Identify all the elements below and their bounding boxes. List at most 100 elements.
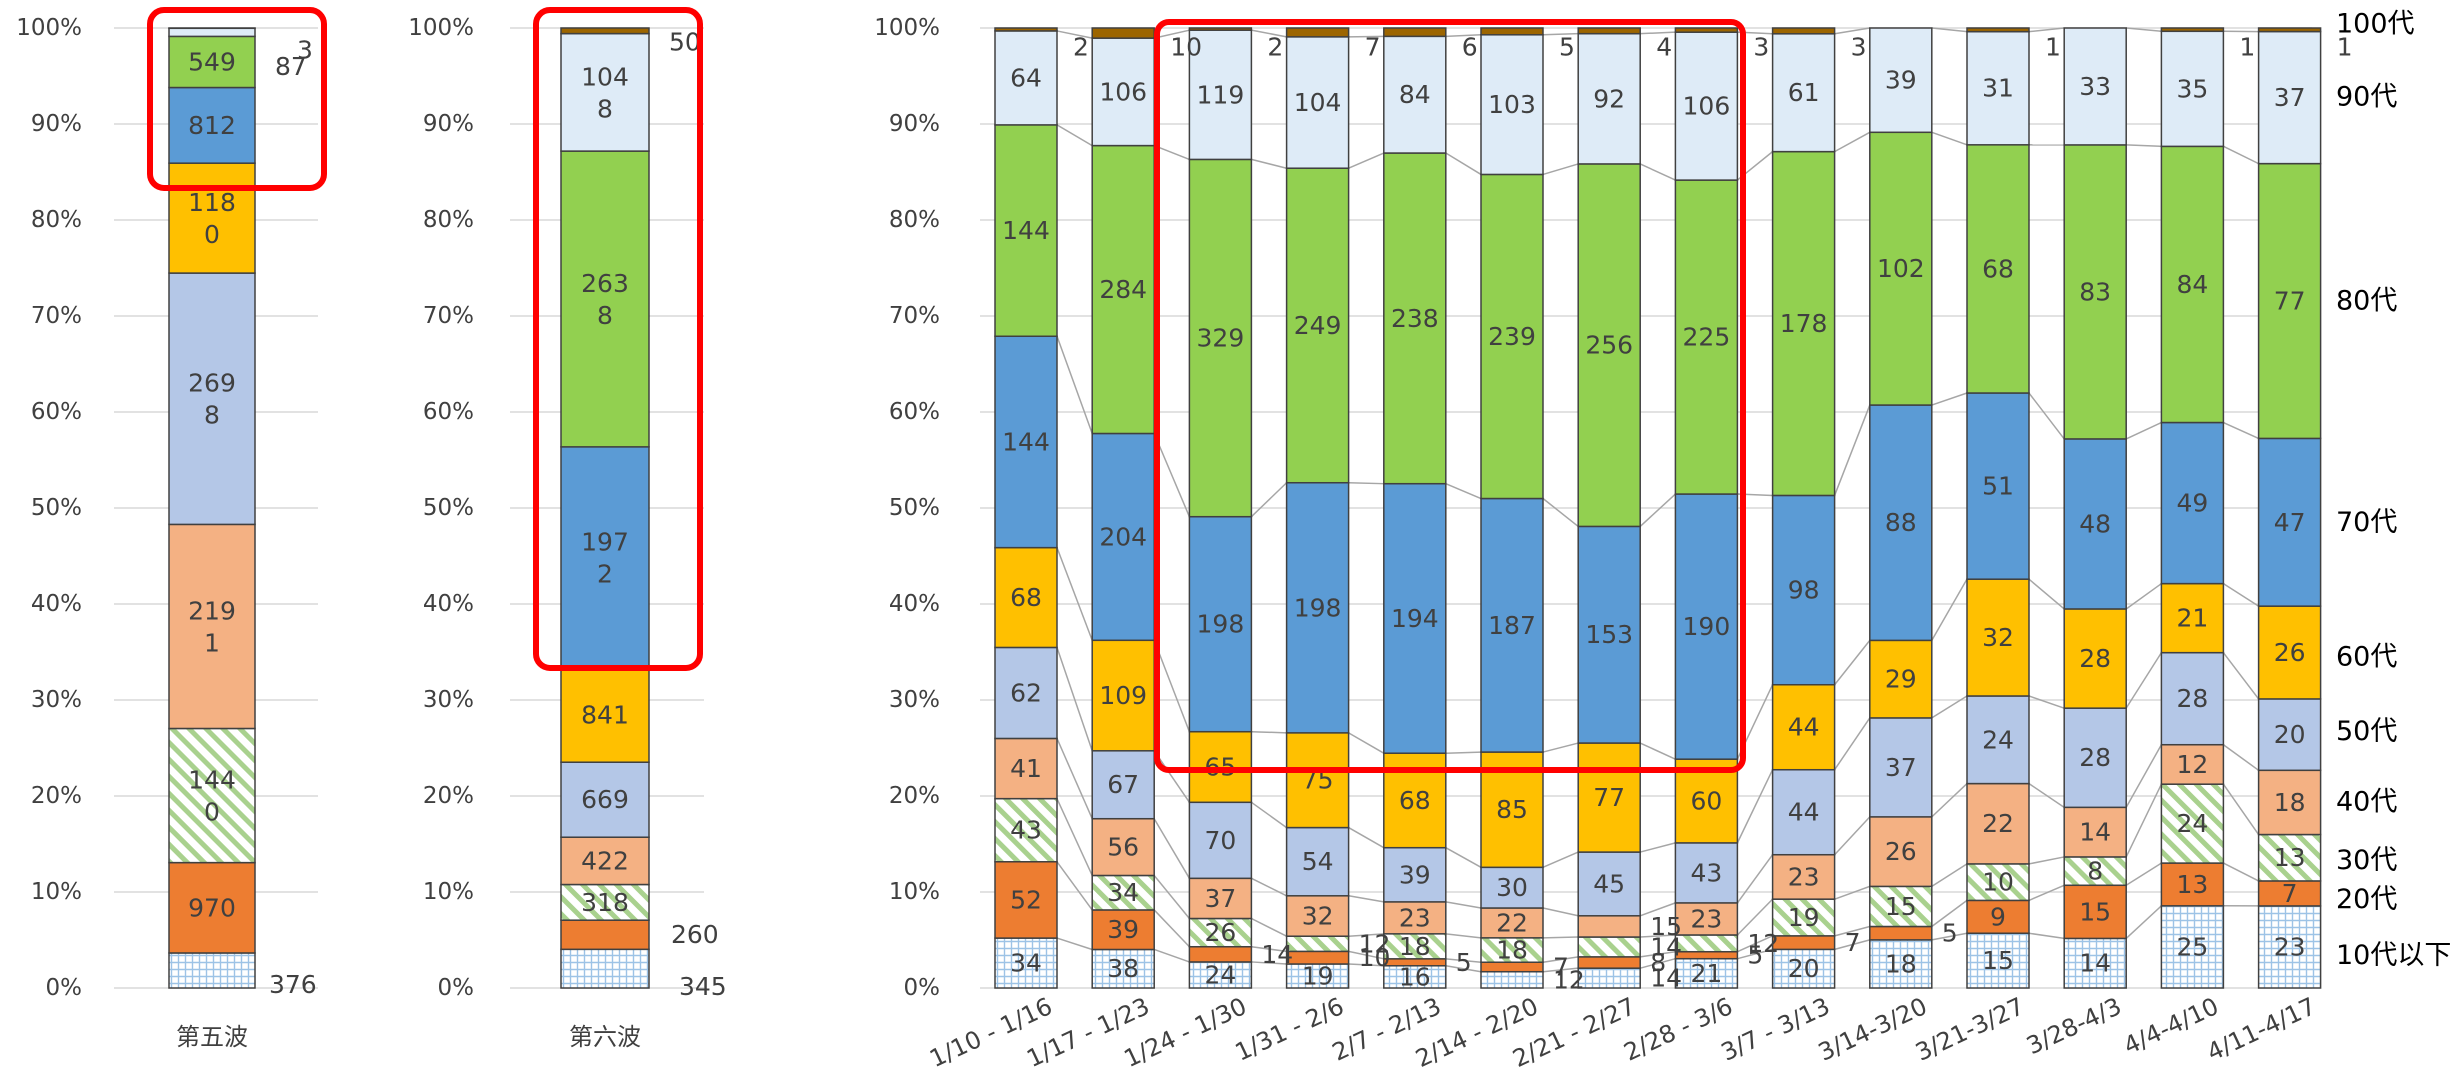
value-label: 106 [1683, 92, 1731, 121]
series-connector-line [1056, 547, 1093, 641]
value-label: 197 2 [581, 527, 629, 588]
value-label: 28 [2079, 644, 2111, 673]
bar-segment [1966, 863, 2030, 902]
bar-segment [1480, 970, 1544, 989]
series-connector-line [1834, 925, 1870, 937]
value-label: 1 [2045, 33, 2061, 62]
value-label: 68 [1010, 583, 1042, 612]
value-label: 56 [1107, 833, 1139, 862]
series-connector-line [1348, 950, 1384, 960]
bar-segment [1383, 846, 1447, 903]
value-label: 26 [1204, 918, 1236, 947]
value-label: 84 [1399, 80, 1431, 109]
bar-segment [2063, 144, 2127, 440]
value-label: 6 [1462, 33, 1478, 62]
series-connector-line [1251, 961, 1287, 965]
value-label: 92 [1593, 84, 1625, 113]
bar-segment [994, 335, 1058, 549]
bar-segment [1577, 851, 1641, 917]
series-connector-line [1445, 482, 1482, 500]
value-label: 12 [1359, 929, 1391, 958]
bar-segment [2257, 769, 2322, 836]
bar-segment [1966, 27, 2030, 33]
bar-segment [2063, 884, 2127, 940]
bar-segment [1188, 801, 1253, 880]
highlight-box [147, 7, 327, 191]
value-label: 16 [1399, 962, 1431, 991]
category-label: 4/11-4/17 [2203, 992, 2320, 1067]
bar-segment [994, 546, 1058, 649]
y-tick-label: 60% [423, 399, 474, 425]
bar-segment [1091, 750, 1155, 820]
y-tick-label: 100% [408, 15, 474, 41]
y-tick-label: 30% [423, 687, 474, 713]
legend-entry: 70代 [2336, 507, 2397, 538]
value-label: 14 [1650, 964, 1682, 993]
value-label: 144 [1002, 427, 1050, 456]
value-label: 109 [1099, 681, 1147, 710]
bar-segment [1383, 901, 1447, 935]
value-label: 12 [2176, 750, 2208, 779]
value-label: 28 [2176, 684, 2208, 713]
series-connector-line [2223, 421, 2259, 440]
value-label: 35 [2176, 74, 2208, 103]
series-connector-line [1542, 32, 1579, 36]
series-connector-line [1056, 937, 1093, 951]
value-label: 23 [1399, 903, 1431, 932]
y-tick-label: 50% [889, 495, 940, 521]
y-tick-label: 90% [423, 111, 474, 137]
value-label: 7 [1365, 33, 1381, 62]
y-tick-label: 70% [31, 303, 82, 329]
series-connector-line [1445, 152, 1482, 176]
value-label: 1 [2239, 33, 2255, 62]
value-label: 23 [1690, 904, 1722, 933]
series-connector-line [2126, 144, 2162, 148]
series-connector-line [1834, 131, 1871, 153]
value-label: 5 [1942, 919, 1958, 948]
value-label: 256 [1585, 331, 1633, 360]
value-label: 238 [1391, 304, 1439, 333]
value-label: 1 [2337, 33, 2353, 62]
value-label: 5 [1747, 941, 1763, 970]
bar-segment [1285, 826, 1350, 897]
bar-segment [168, 35, 256, 89]
series-connector-line [1445, 751, 1482, 754]
bar-segment [994, 937, 1058, 989]
bar-segment [1188, 877, 1253, 920]
series-connector-line [1931, 899, 1968, 928]
series-connector-line [1153, 433, 1191, 517]
value-label: 33 [2079, 72, 2111, 101]
bar-segment [1383, 933, 1447, 960]
value-label: 64 [1010, 63, 1042, 92]
y-tick-label: 0% [46, 975, 83, 1001]
bar-segment [560, 32, 650, 152]
bar-segment [1966, 144, 2030, 394]
series-connector-line [1834, 816, 1871, 856]
bar-segment [1966, 578, 2030, 697]
value-label: 549 [188, 47, 236, 76]
series-connector-line [1348, 895, 1384, 903]
bar-segment [2160, 421, 2225, 585]
value-label: 50 [669, 28, 701, 57]
bar-segment [1771, 494, 1836, 686]
value-label: 45 [1593, 869, 1625, 898]
value-label: 104 8 [581, 62, 629, 123]
y-tick-label: 10% [423, 879, 474, 905]
value-label: 118 0 [188, 188, 236, 249]
bar-segment [1869, 717, 1933, 818]
series-connector-line [1640, 957, 1676, 969]
value-label: 225 [1683, 323, 1731, 352]
series-connector-line [1250, 482, 1288, 518]
series-connector-line [1931, 392, 1968, 406]
value-label: 376 [269, 970, 317, 999]
bar-segment [1285, 481, 1350, 734]
bar-segment [994, 27, 1058, 32]
bar-segment [1966, 392, 2030, 580]
value-label: 7 [2282, 879, 2298, 908]
legend-entry: 30代 [2336, 845, 2397, 876]
y-tick-label: 0% [438, 975, 475, 1001]
series-connector-line [2125, 744, 2163, 808]
legend-entry: 100代 [2336, 9, 2415, 40]
bar-segment [1383, 482, 1447, 754]
value-label: 9 [1990, 902, 2006, 931]
